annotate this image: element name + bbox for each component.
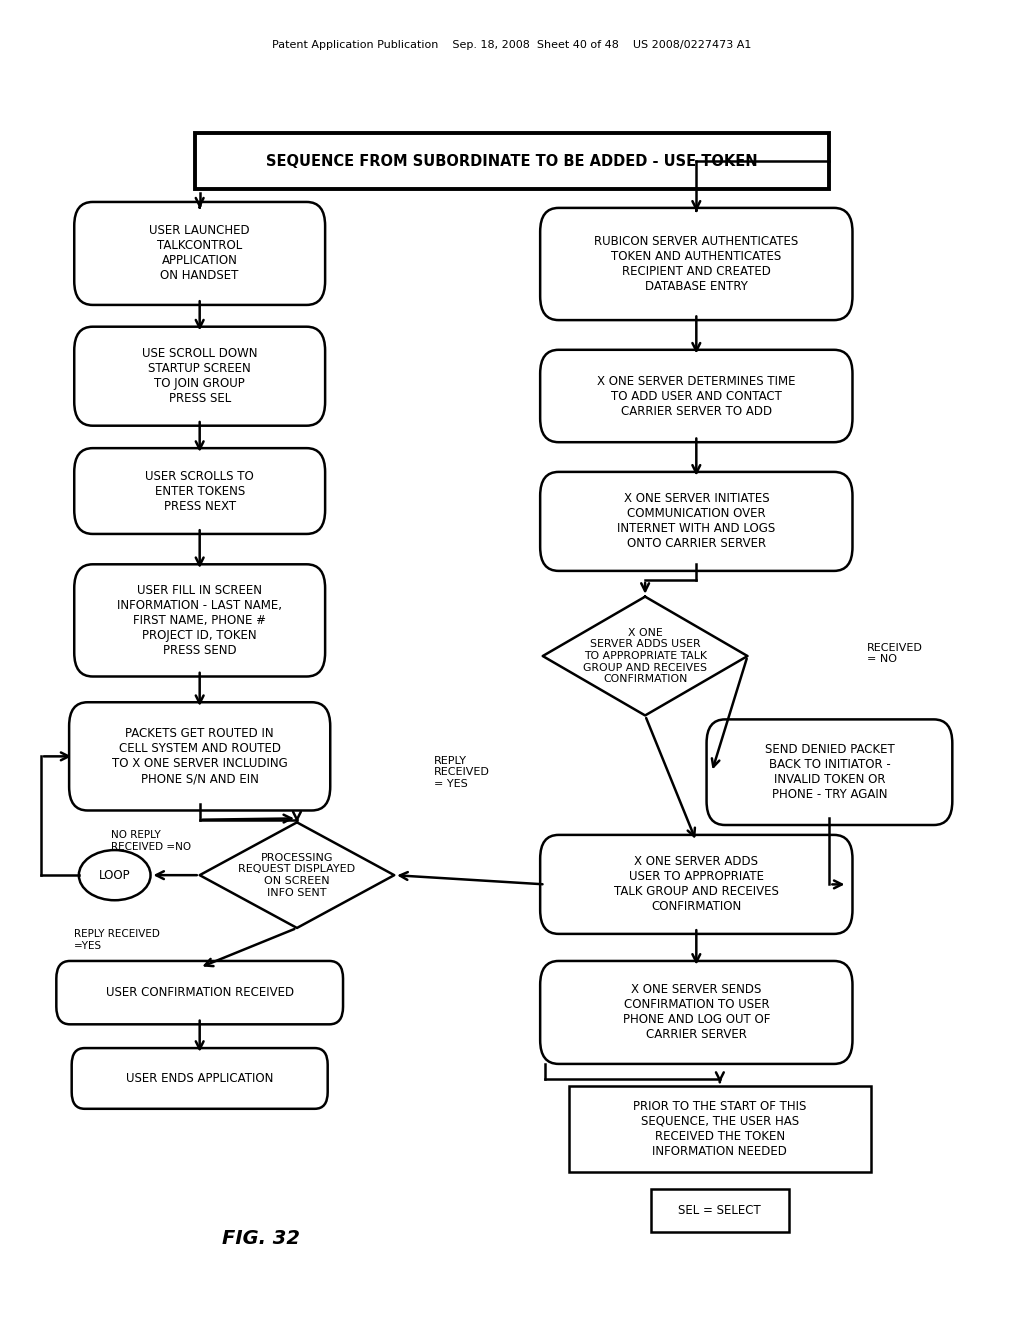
- Text: X ONE SERVER ADDS
USER TO APPROPRIATE
TALK GROUP AND RECEIVES
CONFIRMATION: X ONE SERVER ADDS USER TO APPROPRIATE TA…: [613, 855, 779, 913]
- FancyBboxPatch shape: [75, 447, 326, 533]
- FancyBboxPatch shape: [541, 473, 852, 570]
- Polygon shape: [200, 822, 394, 928]
- FancyBboxPatch shape: [541, 350, 852, 442]
- FancyBboxPatch shape: [72, 1048, 328, 1109]
- Text: PRIOR TO THE START OF THIS
SEQUENCE, THE USER HAS
RECEIVED THE TOKEN
INFORMATION: PRIOR TO THE START OF THIS SEQUENCE, THE…: [633, 1100, 807, 1158]
- Text: X ONE SERVER INITIATES
COMMUNICATION OVER
INTERNET WITH AND LOGS
ONTO CARRIER SE: X ONE SERVER INITIATES COMMUNICATION OVE…: [617, 492, 775, 550]
- Text: FIG. 32: FIG. 32: [222, 1229, 300, 1247]
- Text: X ONE SERVER SENDS
CONFIRMATION TO USER
PHONE AND LOG OUT OF
CARRIER SERVER: X ONE SERVER SENDS CONFIRMATION TO USER …: [623, 983, 770, 1041]
- FancyBboxPatch shape: [541, 207, 852, 319]
- Text: RUBICON SERVER AUTHENTICATES
TOKEN AND AUTHENTICATES
RECIPIENT AND CREATED
DATAB: RUBICON SERVER AUTHENTICATES TOKEN AND A…: [594, 235, 799, 293]
- Text: LOOP: LOOP: [99, 869, 130, 882]
- Polygon shape: [543, 597, 748, 715]
- Text: Patent Application Publication    Sep. 18, 2008  Sheet 40 of 48    US 2008/02274: Patent Application Publication Sep. 18, …: [272, 40, 752, 50]
- Ellipse shape: [79, 850, 151, 900]
- FancyBboxPatch shape: [75, 565, 326, 676]
- Text: USER ENDS APPLICATION: USER ENDS APPLICATION: [126, 1072, 273, 1085]
- FancyBboxPatch shape: [707, 719, 952, 825]
- Text: PACKETS GET ROUTED IN
CELL SYSTEM AND ROUTED
TO X ONE SERVER INCLUDING
PHONE S/N: PACKETS GET ROUTED IN CELL SYSTEM AND RO…: [112, 727, 288, 785]
- Text: SEL = SELECT: SEL = SELECT: [679, 1204, 761, 1217]
- Text: USER SCROLLS TO
ENTER TOKENS
PRESS NEXT: USER SCROLLS TO ENTER TOKENS PRESS NEXT: [145, 470, 254, 512]
- Text: USE SCROLL DOWN
STARTUP SCREEN
TO JOIN GROUP
PRESS SEL: USE SCROLL DOWN STARTUP SCREEN TO JOIN G…: [142, 347, 257, 405]
- Text: NO REPLY
RECEIVED =NO: NO REPLY RECEIVED =NO: [111, 830, 190, 851]
- Text: PROCESSING
REQUEST DISPLAYED
ON SCREEN
INFO SENT: PROCESSING REQUEST DISPLAYED ON SCREEN I…: [239, 853, 355, 898]
- FancyBboxPatch shape: [75, 327, 326, 425]
- Text: REPLY
RECEIVED
= YES: REPLY RECEIVED = YES: [433, 755, 489, 789]
- Text: USER FILL IN SCREEN
INFORMATION - LAST NAME,
FIRST NAME, PHONE #
PROJECT ID, TOK: USER FILL IN SCREEN INFORMATION - LAST N…: [117, 583, 283, 657]
- FancyBboxPatch shape: [541, 961, 852, 1064]
- FancyBboxPatch shape: [75, 202, 326, 305]
- Bar: [569, 1085, 870, 1172]
- Text: X ONE SERVER DETERMINES TIME
TO ADD USER AND CONTACT
CARRIER SERVER TO ADD: X ONE SERVER DETERMINES TIME TO ADD USER…: [597, 375, 796, 417]
- Text: SEND DENIED PACKET
BACK TO INITIATOR -
INVALID TOKEN OR
PHONE - TRY AGAIN: SEND DENIED PACKET BACK TO INITIATOR - I…: [765, 743, 894, 801]
- FancyBboxPatch shape: [70, 702, 330, 810]
- Text: USER LAUNCHED
TALKCONTROL
APPLICATION
ON HANDSET: USER LAUNCHED TALKCONTROL APPLICATION ON…: [150, 224, 250, 282]
- Bar: [195, 133, 829, 189]
- Text: RECEIVED
= NO: RECEIVED = NO: [867, 643, 924, 664]
- FancyBboxPatch shape: [56, 961, 343, 1024]
- Text: USER CONFIRMATION RECEIVED: USER CONFIRMATION RECEIVED: [105, 986, 294, 999]
- Text: REPLY RECEIVED
=YES: REPLY RECEIVED =YES: [74, 929, 160, 950]
- Text: X ONE
SERVER ADDS USER
TO APPROPRIATE TALK
GROUP AND RECEIVES
CONFIRMATION: X ONE SERVER ADDS USER TO APPROPRIATE TA…: [583, 628, 708, 684]
- Text: SEQUENCE FROM SUBORDINATE TO BE ADDED - USE TOKEN: SEQUENCE FROM SUBORDINATE TO BE ADDED - …: [266, 153, 758, 169]
- Bar: [651, 1188, 788, 1233]
- FancyBboxPatch shape: [541, 836, 852, 935]
